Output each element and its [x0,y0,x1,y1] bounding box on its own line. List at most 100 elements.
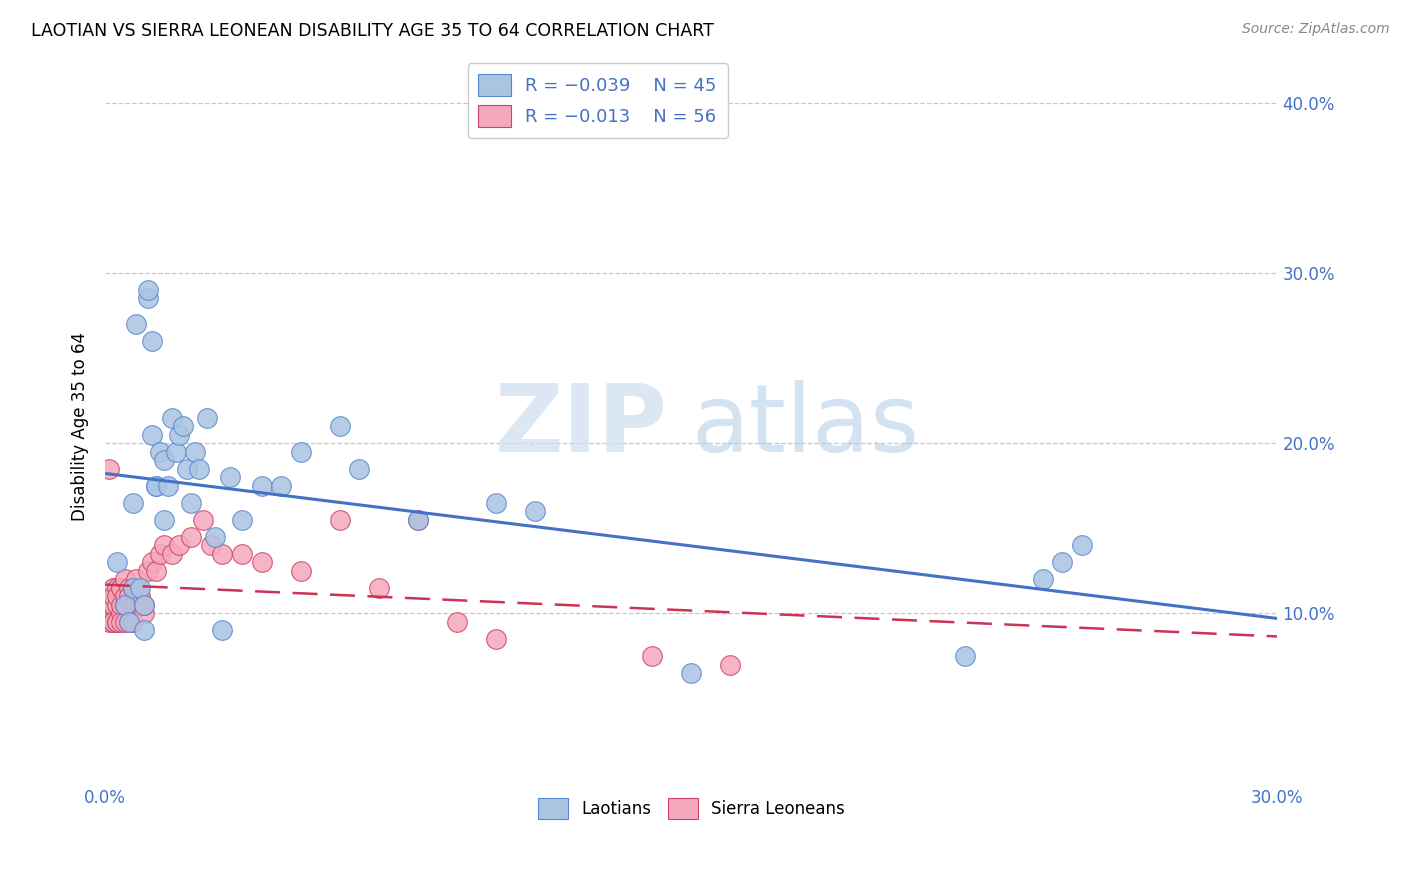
Point [98,615,121,629]
Point [329,513,352,527]
Point [110,607,132,621]
Point [114,590,136,604]
Point [180,530,202,544]
Point [118,590,141,604]
Point [114,598,136,612]
Point [136,564,159,578]
Point [118,615,141,629]
Point [105,590,128,604]
Point [290,444,312,458]
Point [118,615,141,629]
Point [149,444,172,458]
Point [129,590,152,604]
Point [446,615,468,629]
Point [114,598,136,612]
Point [211,624,233,638]
Point [172,419,194,434]
Point [129,598,152,612]
Point [105,615,128,629]
Point [105,615,128,629]
Text: Source: ZipAtlas.com: Source: ZipAtlas.com [1241,22,1389,37]
Point [347,461,370,475]
Point [141,555,163,569]
Point [1032,573,1054,587]
Point [406,513,429,527]
Legend: Laotians, Sierra Leoneans: Laotians, Sierra Leoneans [531,792,852,825]
Text: atlas: atlas [692,380,920,472]
Point [134,598,156,612]
Point [1052,555,1074,569]
Point [129,581,152,595]
Point [153,513,176,527]
Point [141,427,163,442]
Point [110,581,132,595]
Point [105,581,128,595]
Point [270,479,292,493]
Point [105,555,128,569]
Point [121,615,143,629]
Point [145,479,167,493]
Point [114,573,136,587]
Point [184,444,207,458]
Point [134,598,156,612]
Text: LAOTIAN VS SIERRA LEONEAN DISABILITY AGE 35 TO 64 CORRELATION CHART: LAOTIAN VS SIERRA LEONEAN DISABILITY AGE… [31,22,714,40]
Point [953,648,976,663]
Point [524,504,547,518]
Point [153,453,176,467]
Point [180,496,202,510]
Point [110,598,132,612]
Point [290,564,312,578]
Point [329,419,352,434]
Point [176,461,198,475]
Point [101,615,124,629]
Point [165,444,187,458]
Point [718,657,741,672]
Point [125,573,148,587]
Point [141,334,163,348]
Point [98,461,121,475]
Point [98,598,121,612]
Point [101,581,124,595]
Point [169,427,191,442]
Point [153,538,176,552]
Point [121,598,143,612]
Point [145,564,167,578]
Point [125,317,148,331]
Point [101,590,124,604]
Point [149,547,172,561]
Point [160,547,183,561]
Point [101,598,124,612]
Point [250,555,273,569]
Point [1071,538,1094,552]
Point [136,292,159,306]
Point [145,479,167,493]
Point [125,598,148,612]
Point [121,496,143,510]
Y-axis label: Disability Age 35 to 64: Disability Age 35 to 64 [72,332,89,521]
Point [114,615,136,629]
Point [121,581,143,595]
Point [485,496,508,510]
Point [156,479,179,493]
Point [219,470,242,484]
Point [160,410,183,425]
Point [406,513,429,527]
Point [485,632,508,646]
Point [169,538,191,552]
Point [136,283,159,297]
Point [134,607,156,621]
Point [367,581,389,595]
Point [231,513,253,527]
Point [118,581,141,595]
Point [191,513,214,527]
Point [110,581,132,595]
Point [105,598,128,612]
Point [121,581,143,595]
Point [195,410,218,425]
Text: ZIP: ZIP [495,380,668,472]
Point [125,581,148,595]
Point [681,666,703,681]
Point [641,648,664,663]
Point [200,538,222,552]
Point [101,615,124,629]
